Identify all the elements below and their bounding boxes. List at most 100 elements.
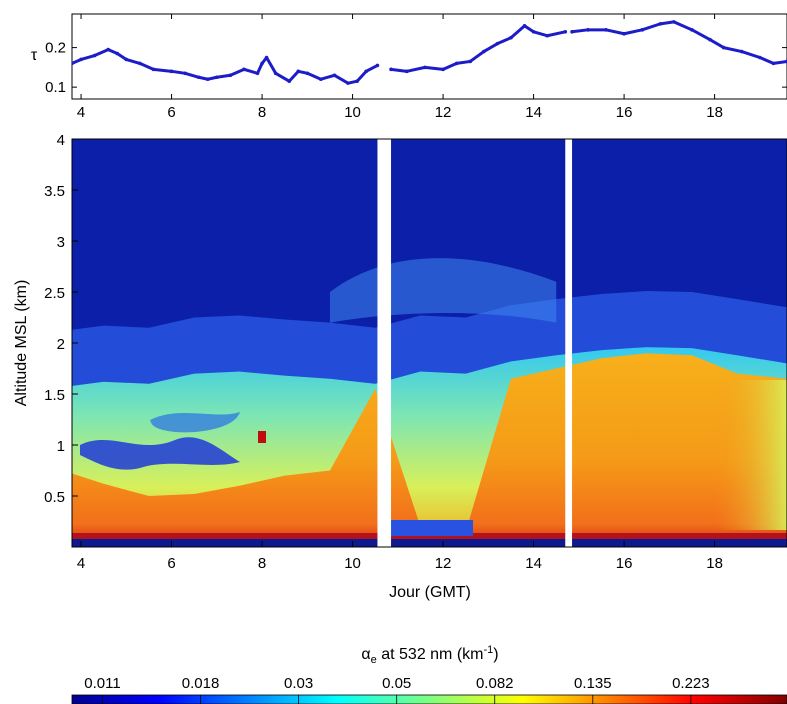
colorbar-title-superscript: -1 [483,644,493,656]
tau-point [260,61,264,66]
tau-point [604,28,608,32]
colorbar-tick-label: 0.05 [382,675,411,692]
colorbar-title-symbol: α [361,646,370,663]
tau-point [273,71,278,76]
hotspot [258,431,266,443]
tau-point [242,67,246,72]
tau-point [570,29,574,34]
tau-point [106,47,111,52]
heatmap-x-tick-label: 14 [525,555,542,572]
colorbar-tick-label: 0.011 [84,675,120,692]
tau-y-label: τ [31,47,38,64]
tau-point [138,61,142,66]
heatmap-y-tick-label: 3.5 [44,183,65,200]
tau-point [622,31,626,36]
tau-point [482,49,486,54]
dense-aerosol-layer [72,353,787,547]
tau-point [92,53,97,58]
tau-point [319,77,323,82]
tau-x-tick-label: 14 [525,104,542,121]
right-lighter-region [715,380,787,530]
heatmap-image [72,139,787,547]
tau-point [228,73,233,78]
heatmap-y-tick-label: 1 [57,438,65,455]
tau-x-tick-label: 8 [258,104,266,121]
tau-point [215,75,219,80]
tau-point [509,35,513,40]
tau-point [531,29,536,34]
tau-point [672,20,676,24]
data-gap [377,139,392,547]
heatmap-y-tick-label: 2 [57,336,65,353]
tau-x-tick-label: 16 [616,104,633,121]
elevated-aerosol-layer [72,290,787,386]
tau-point [640,28,644,32]
colorbar-ticks: 0.011 0.018 0.03 0.05 0.082 0.135 0.223 [84,675,710,704]
tau-point [296,69,301,74]
tau-point [255,71,260,76]
heatmap-y-tick-label: 1.5 [44,387,65,404]
colorbar-title-subscript: e [371,654,377,666]
clean-air-pocket [80,437,240,470]
colorbar-gradient [71,694,787,704]
heatmap-y-tick-label: 3 [57,234,65,251]
tau-point [115,51,120,56]
tau-y-tick-label: 0.1 [45,79,66,96]
tau-point [441,67,445,72]
low-level-clean-region [388,520,473,536]
heatmap-x-tick-label: 18 [706,555,723,572]
heatmap-y-axis: 0.5 1 1.5 2 2.5 3 3.5 4 [44,132,78,506]
tau-point [721,45,726,50]
tau-point [423,65,427,70]
heatmap-x-tick-label: 6 [167,555,175,572]
heatmap-x-tick-label: 8 [258,555,266,572]
tau-point [196,75,201,80]
tau-y-tick-label: 0.2 [45,40,66,57]
colorbar-tick-label: 0.223 [672,675,710,692]
tau-series [72,20,787,85]
tau-point [739,49,744,54]
heatmap-x-axis: 4 6 8 10 12 14 16 18 [77,541,723,572]
tau-x-tick-label: 10 [344,104,361,121]
tau-x-axis: 4 6 8 10 12 14 16 18 [77,14,723,121]
tau-x-tick-label: 18 [706,104,723,121]
colorbar: αe at 532 nm (km-1) 0.011 0.018 0.03 0.05 0.… [71,644,787,704]
heatmap-x-tick-label: 16 [616,555,633,572]
tau-point [169,69,174,74]
tau-point [332,73,337,78]
tau-point [205,77,210,82]
tau-point [771,61,776,66]
colorbar-title-close: ) [493,646,498,663]
tau-panel: 4 6 8 10 12 14 16 18 0.1 0.2 τ [31,13,787,121]
tau-point [658,22,663,26]
tau-point [495,41,500,46]
tau-point [468,59,473,64]
tau-point [305,71,310,76]
tau-point [586,28,590,32]
heatmap-y-tick-label: 0.5 [44,489,65,506]
colorbar-tick-label: 0.135 [574,675,612,692]
tau-point [389,67,393,72]
colorbar-tick-label: 0.03 [284,675,313,692]
tau-point [563,29,568,34]
tau-point [364,69,368,74]
tau-x-tick-label: 4 [77,104,85,121]
heatmap-y-tick-label: 2.5 [44,285,65,302]
tau-point [72,61,74,66]
tau-y-axis: 0.1 0.2 [45,40,787,96]
data-gap [565,139,573,547]
tau-point [79,57,83,62]
tau-point [545,33,549,38]
extinction-panel: 4 6 8 10 12 14 16 18 0.5 1 1.5 2 2.5 3 3.5 4 Jour (GMT… [13,132,787,601]
tau-point [522,24,527,28]
tau-point [124,57,129,62]
heatmap-x-tick-label: 12 [435,555,452,572]
colorbar-title: αe at 532 nm (km-1) [361,644,498,666]
tau-point [183,71,187,76]
tau-point [151,67,156,72]
tau-point [375,63,380,68]
tau-point [708,37,712,42]
heatmap-x-tick-label: 10 [344,555,361,572]
clean-air-pocket-upper [150,412,240,433]
